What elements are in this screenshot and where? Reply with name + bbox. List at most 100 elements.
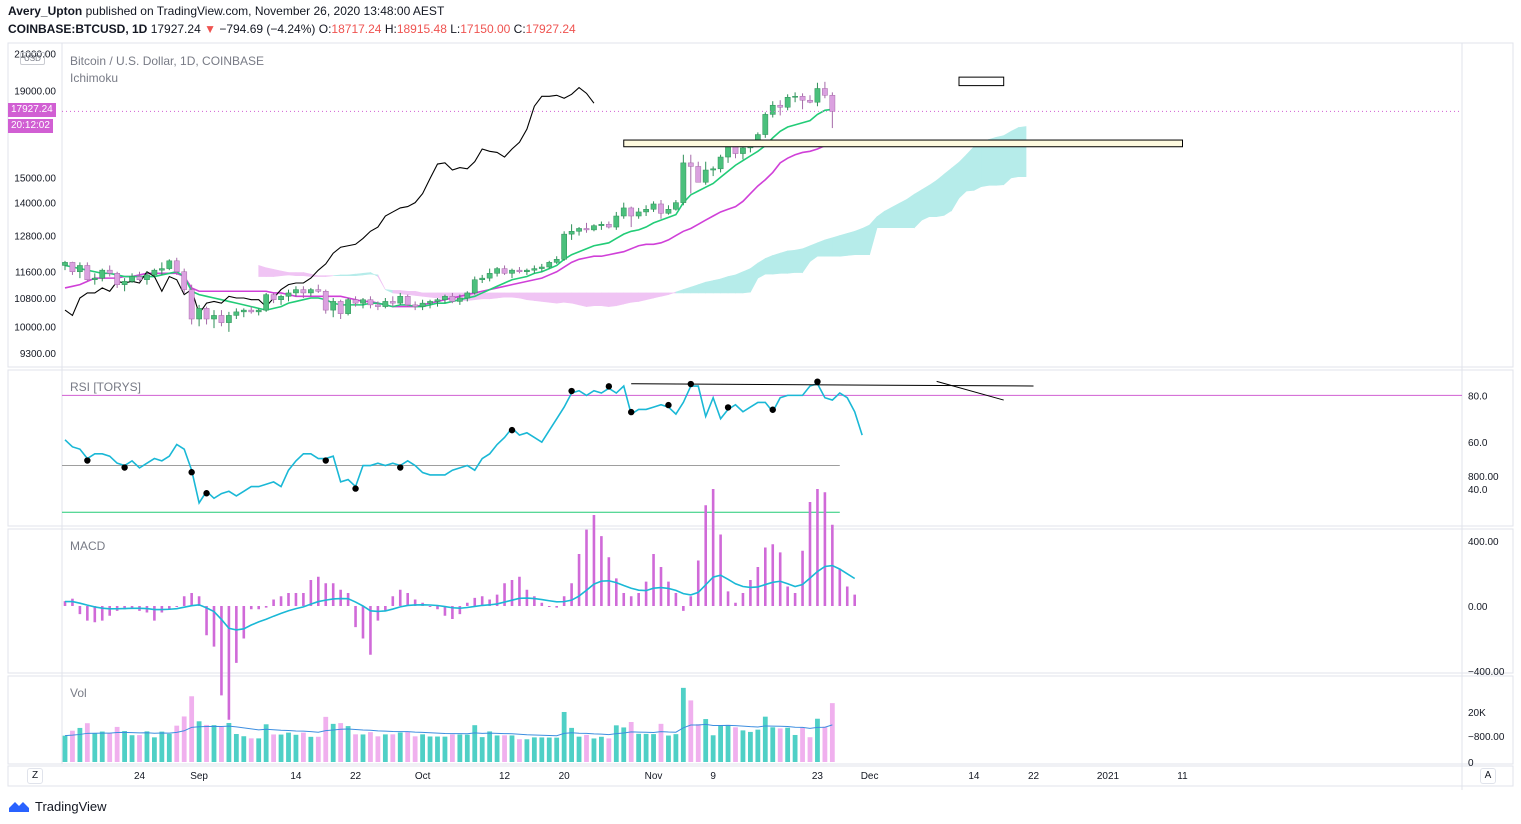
- kumo-segment: [370, 272, 379, 278]
- macd-label[interactable]: MACD: [70, 539, 106, 553]
- time-tick-label: 9: [710, 771, 716, 782]
- volume-bar: [636, 733, 642, 762]
- candle-body: [226, 315, 232, 323]
- symbol-label[interactable]: COINBASE:BTCUSD, 1D: [8, 22, 148, 36]
- volume-bar: [233, 734, 239, 762]
- candle-body: [352, 299, 359, 304]
- candle-body: [516, 269, 523, 272]
- candle-body: [561, 233, 567, 260]
- candle-body: [233, 311, 240, 316]
- kumo-segment: [511, 292, 520, 299]
- macd-hist-bar: [354, 606, 357, 628]
- kumo-segment: [1010, 127, 1019, 179]
- kumo-segment: [653, 292, 662, 299]
- rsi-pivot-point: [322, 457, 329, 464]
- macd-hist-bar: [652, 554, 655, 606]
- zoom-corner-button[interactable]: Z: [27, 768, 43, 784]
- kumo-segment: [333, 274, 341, 277]
- volume-ma-line: [64, 723, 833, 737]
- volume-bar: [137, 735, 142, 762]
- volume-bar: [762, 716, 768, 762]
- macd-hist-bar: [212, 606, 216, 647]
- kumo-segment: [668, 291, 677, 296]
- macd-hist-bar: [63, 601, 67, 606]
- candle-body: [397, 296, 404, 304]
- kumo-segment: [1003, 130, 1012, 186]
- kumo-segment: [317, 275, 327, 277]
- volume-bar: [286, 732, 291, 762]
- change-arrow-icon: ▼: [204, 22, 216, 36]
- kumo-segment: [705, 280, 714, 294]
- kumo-segment: [720, 276, 729, 294]
- auto-scale-button[interactable]: A: [1480, 768, 1496, 784]
- macd-hist-bar: [398, 589, 402, 606]
- macd-hist-bar: [242, 606, 246, 639]
- volume-bar: [92, 733, 98, 762]
- kumo-segment: [399, 290, 409, 295]
- macd-hist-bar: [257, 606, 260, 610]
- macd-hist-bar: [615, 578, 618, 606]
- macd-hist-bar: [108, 606, 111, 616]
- candle-body: [687, 162, 694, 167]
- candle-body: [620, 207, 627, 217]
- candle-body: [255, 309, 262, 313]
- macd-hist-bar: [227, 606, 231, 720]
- macd-tick-label: 400.00: [1468, 537, 1499, 548]
- candle-body: [389, 301, 396, 304]
- kumo-segment: [258, 265, 267, 277]
- high-label: H:: [384, 22, 397, 36]
- ichimoku-label[interactable]: Ichimoku: [70, 71, 119, 85]
- volume-bar: [196, 721, 202, 762]
- macd-hist-bar: [696, 560, 700, 606]
- kumo-segment: [764, 255, 774, 275]
- candle-body: [628, 207, 635, 217]
- macd-hist-bar: [570, 583, 573, 606]
- kumo-segment: [504, 292, 513, 298]
- time-tick-label: 20: [559, 771, 571, 782]
- kumo-segment: [593, 292, 602, 307]
- macd-hist-bar: [294, 593, 298, 606]
- volume-bar: [531, 737, 537, 762]
- countdown-badge: 20:12:02: [8, 119, 53, 133]
- brand-name[interactable]: TradingView: [35, 798, 107, 814]
- rsi-pane-frame: [7, 369, 1514, 527]
- chikou-line: [64, 86, 595, 317]
- macd-hist-bar: [175, 606, 179, 607]
- macd-hist-bar: [704, 505, 707, 606]
- volume-bar: [174, 725, 180, 762]
- candle-body: [218, 315, 225, 323]
- volume-bar: [308, 736, 314, 762]
- candle-body: [486, 273, 493, 279]
- rsi-label[interactable]: RSI [TORYS]: [70, 380, 141, 394]
- price-tick-label: 12800.00: [14, 232, 56, 243]
- volume-bar: [703, 719, 709, 762]
- volume-bar: [70, 730, 75, 762]
- kumo-segment: [481, 292, 490, 300]
- time-tick-label: Dec: [861, 771, 879, 782]
- kumo-segment: [809, 242, 818, 263]
- candle-body: [673, 202, 679, 210]
- macd-hist-bar: [369, 606, 372, 655]
- macd-hist-bar: [93, 606, 97, 623]
- volume-bar: [144, 731, 150, 762]
- rsi-pivot-point: [352, 485, 359, 492]
- candle-body: [814, 88, 821, 103]
- kumo-segment: [295, 272, 304, 277]
- currency-badge[interactable]: USD: [20, 52, 45, 65]
- candle-body: [613, 215, 620, 228]
- author-name[interactable]: Avery_Upton: [8, 4, 83, 18]
- volume-bar: [368, 732, 373, 762]
- candle-body: [427, 301, 433, 304]
- vol-label[interactable]: Vol: [70, 686, 87, 700]
- time-tick-label: 2021: [1097, 771, 1120, 782]
- time-tick-label: 14: [290, 771, 302, 782]
- macd-tick-label: 0.00: [1468, 602, 1488, 613]
- kumo-segment: [280, 270, 289, 277]
- candle-body: [62, 262, 68, 266]
- macd-hist-bar: [78, 606, 82, 615]
- volume-bar: [710, 735, 716, 762]
- kijun-line: [64, 143, 833, 308]
- kumo-segment: [757, 257, 766, 279]
- macd-hist-bar: [734, 602, 737, 606]
- ichimoku-cloud: [258, 126, 1027, 307]
